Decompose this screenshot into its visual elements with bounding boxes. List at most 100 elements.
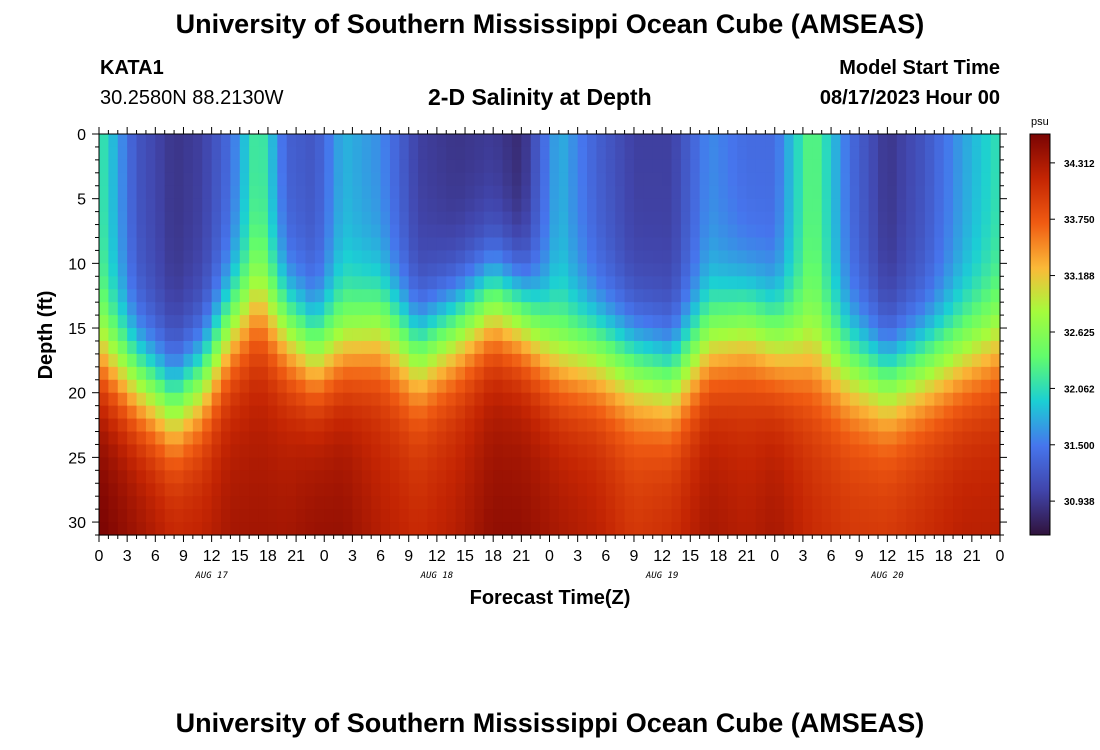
heatmap-cell [690, 379, 701, 394]
heatmap-cell [174, 134, 185, 148]
day-label: AUG 19 [645, 571, 679, 581]
heatmap-cell [643, 340, 654, 355]
heatmap-cell [343, 159, 354, 174]
heatmap-cell [108, 483, 119, 497]
heatmap-cell [408, 289, 419, 303]
heatmap-cell [99, 418, 109, 433]
heatmap-cell [680, 263, 691, 277]
heatmap-cell [605, 405, 616, 420]
heatmap-cell [755, 134, 766, 148]
heatmap-cell [549, 146, 560, 161]
colorbar: psu 30.93831.50032.06232.62533.18833.750… [1029, 116, 1095, 536]
heatmap-cell [699, 457, 710, 471]
heatmap-cell [859, 159, 870, 174]
heatmap-cell [99, 340, 109, 355]
heatmap-cell [962, 237, 973, 252]
heatmap-cell [765, 522, 776, 536]
heatmap-cell [202, 444, 213, 458]
heatmap-cell [643, 483, 654, 497]
heatmap-cell [727, 379, 738, 394]
heatmap-cell [511, 405, 522, 420]
heatmap-cell [671, 483, 682, 497]
heatmap-cell [465, 237, 476, 252]
heatmap-cell [164, 159, 175, 174]
heatmap-cell [192, 263, 203, 277]
heatmap-cell [230, 263, 241, 277]
heatmap-cell [831, 457, 842, 471]
heatmap-cell [418, 146, 429, 161]
heatmap-cell [568, 146, 579, 161]
heatmap-cell [990, 328, 1001, 342]
heatmap-cell [530, 263, 541, 277]
heatmap-cell [371, 289, 382, 303]
heatmap-cell [286, 198, 297, 213]
heatmap-cell [859, 483, 870, 497]
heatmap-cell [277, 315, 288, 329]
heatmap-cell [127, 522, 138, 536]
heatmap-cell [690, 250, 701, 264]
heatmap-cell [361, 328, 372, 342]
heatmap-cell [831, 405, 842, 420]
heatmap-cell [577, 315, 588, 329]
heatmap-cell [615, 470, 626, 484]
heatmap-cell [596, 134, 607, 148]
heatmap-cell [389, 146, 400, 161]
heatmap-cell [784, 146, 795, 161]
heatmap-cell [605, 146, 616, 161]
heatmap-cell [587, 392, 598, 407]
x-tick-label: 15 [231, 548, 249, 565]
heatmap-cell [267, 353, 278, 368]
heatmap-cell [568, 237, 579, 252]
heatmap-cell [502, 496, 513, 510]
heatmap-cell [887, 134, 898, 148]
heatmap-cell [896, 405, 907, 420]
heatmap-cell [774, 159, 785, 174]
x-tick-label: 18 [259, 548, 277, 565]
heatmap-cell [990, 418, 1001, 433]
heatmap-cell [680, 444, 691, 458]
heatmap-cell [352, 431, 363, 446]
heatmap-cell [408, 211, 419, 226]
heatmap-cell [690, 509, 701, 523]
heatmap-cell [474, 237, 485, 252]
heatmap-cell [812, 237, 823, 252]
heatmap-cell [371, 392, 382, 407]
heatmap-cell [558, 159, 569, 174]
heatmap-cell [493, 315, 504, 329]
heatmap-cell [840, 418, 851, 433]
heatmap-cell [877, 470, 888, 484]
heatmap-cell [483, 470, 494, 484]
heatmap-cell [690, 444, 701, 458]
heatmap-cell [906, 315, 917, 329]
heatmap-cell [849, 405, 860, 420]
heatmap-cell [906, 172, 917, 187]
heatmap-cell [821, 457, 832, 471]
heatmap-cell [652, 159, 663, 174]
heatmap-cell [699, 224, 710, 239]
heatmap-cell [662, 418, 673, 433]
heatmap-cell [849, 198, 860, 213]
heatmap-cell [192, 496, 203, 510]
x-tick-label: 21 [287, 548, 305, 565]
heatmap-cell [934, 198, 945, 213]
heatmap-cell [380, 496, 391, 510]
heatmap-cell [690, 211, 701, 226]
heatmap-cell [333, 340, 344, 355]
heatmap-cell [117, 172, 128, 187]
heatmap-cell [774, 522, 785, 536]
heatmap-cell [127, 315, 138, 329]
heatmap-cell [155, 340, 166, 355]
heatmap-cell [418, 211, 429, 226]
heatmap-cell [502, 159, 513, 174]
heatmap-cell [483, 431, 494, 446]
heatmap-cell [699, 483, 710, 497]
heatmap-cell [680, 379, 691, 394]
heatmap-cell [868, 159, 879, 174]
heatmap-cell [371, 418, 382, 433]
heatmap-cell [324, 302, 335, 316]
heatmap-cell [718, 159, 729, 174]
heatmap-cell [859, 172, 870, 187]
heatmap-cell [690, 237, 701, 252]
heatmap-cell [680, 509, 691, 523]
heatmap-cell [418, 353, 429, 368]
